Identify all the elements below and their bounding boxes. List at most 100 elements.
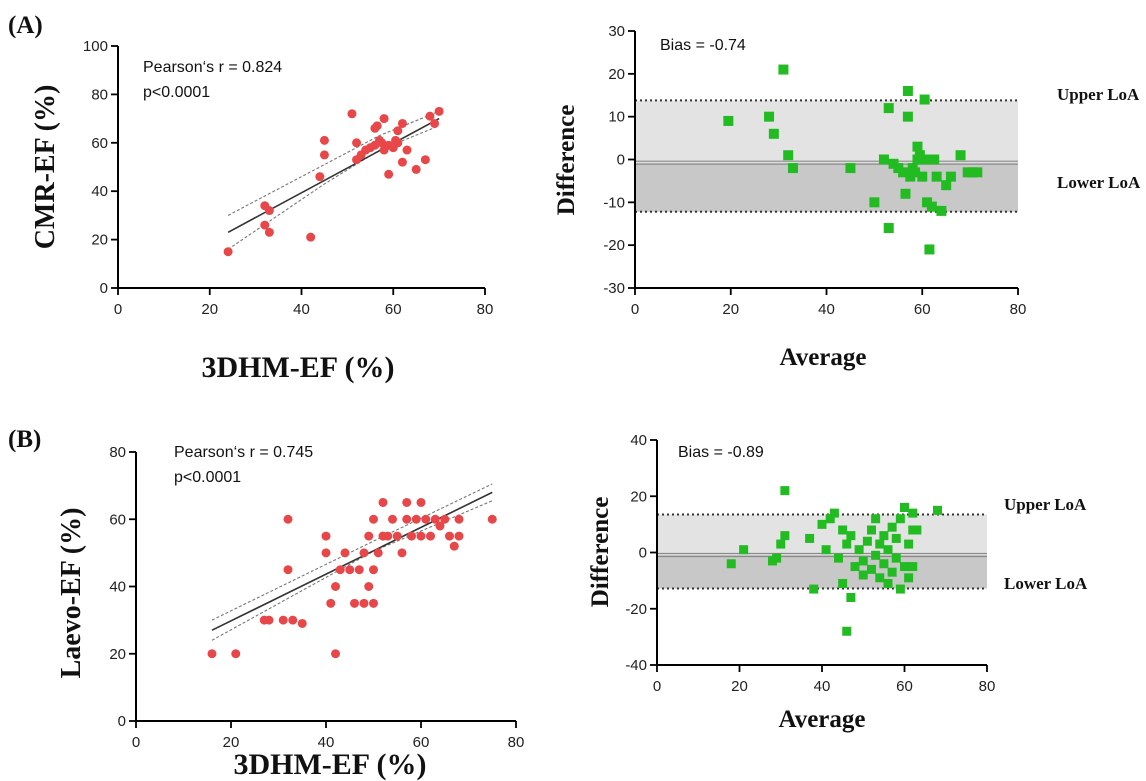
data-point	[319, 150, 329, 160]
data-point	[335, 565, 345, 575]
annotation: p<0.0001	[143, 84, 210, 101]
y-tick-label: 80	[109, 444, 126, 461]
x-tick-label: 40	[293, 301, 310, 318]
x-tick-label: 60	[914, 301, 931, 318]
x-axis-title: Average	[780, 344, 867, 371]
data-point	[378, 497, 388, 507]
y-tick-label: 40	[630, 432, 647, 449]
data-point	[283, 565, 293, 575]
annotation: Bias = -0.74	[660, 37, 746, 54]
data-point	[858, 556, 868, 566]
data-point	[430, 514, 440, 524]
data-point	[264, 227, 274, 237]
data-point	[883, 545, 893, 555]
data-point	[929, 154, 940, 165]
y-axis-title: CMR-EF (%)	[30, 85, 61, 250]
data-point	[726, 559, 736, 569]
data-point	[772, 553, 782, 563]
y-tick-label: -20	[603, 237, 625, 254]
x-tick-label: 0	[653, 678, 661, 695]
data-point	[350, 598, 359, 608]
data-point	[768, 128, 779, 139]
data-point	[306, 232, 316, 242]
data-point	[912, 525, 922, 535]
annotation: p<0.0001	[174, 469, 241, 486]
data-point	[435, 521, 445, 531]
data-point	[838, 525, 848, 535]
data-point	[875, 573, 885, 583]
data-point	[842, 626, 852, 636]
y-tick-label: 20	[91, 232, 108, 249]
data-point	[904, 539, 914, 549]
data-point	[397, 118, 407, 128]
data-point	[264, 206, 274, 216]
data-point	[420, 155, 430, 165]
data-point	[805, 533, 815, 543]
regression-line	[211, 491, 493, 631]
data-point	[278, 615, 288, 625]
data-point	[875, 539, 885, 549]
data-point	[384, 169, 394, 179]
data-point	[364, 531, 374, 541]
data-point	[817, 519, 827, 529]
data-point	[887, 567, 897, 577]
y-tick-label: -30	[603, 280, 625, 297]
lower-loa-label: Lower LoA	[1057, 173, 1141, 192]
data-point	[347, 109, 357, 119]
data-point	[780, 531, 790, 541]
data-point	[972, 167, 983, 178]
data-point	[908, 508, 918, 518]
x-tick-label: 0	[132, 734, 140, 751]
x-tick-label: 60	[413, 734, 430, 751]
data-point	[829, 508, 839, 518]
data-point	[867, 525, 876, 535]
y-tick-label: 20	[109, 646, 126, 663]
data-point	[912, 141, 923, 152]
data-point	[331, 582, 340, 591]
data-point	[440, 514, 450, 524]
ci-lower-line	[211, 500, 493, 641]
chart-B_bland_altman: Upper LoA Lower LoA -40 -20 0 20 40 0 20 40 60 80 Bi…	[587, 432, 1088, 733]
data-point	[854, 545, 864, 555]
x-tick-label: 60	[385, 301, 402, 318]
y-tick-label: 0	[617, 152, 625, 169]
data-point	[895, 514, 905, 524]
x-axis-title: Average	[779, 706, 866, 733]
data-point	[379, 114, 389, 124]
data-point	[834, 553, 843, 563]
x-tick-label: 20	[731, 678, 748, 695]
y-tick-label: -10	[603, 194, 625, 211]
x-tick-label: 40	[818, 301, 835, 318]
data-point	[416, 531, 426, 541]
lower-band	[657, 555, 987, 589]
data-point	[895, 584, 905, 594]
panel-label-a: (A)	[8, 12, 43, 39]
data-point	[297, 618, 307, 628]
data-point	[454, 514, 464, 524]
data-point	[879, 559, 889, 569]
data-point	[846, 531, 856, 541]
y-tick-label: 0	[118, 713, 126, 730]
data-point	[364, 582, 374, 591]
data-point	[919, 94, 930, 105]
data-point	[340, 548, 350, 558]
data-point	[878, 154, 889, 165]
data-point	[898, 167, 909, 178]
data-point	[321, 548, 331, 558]
data-point	[900, 562, 909, 572]
data-point	[869, 197, 880, 208]
x-tick-label: 80	[477, 301, 494, 318]
data-point	[871, 550, 881, 560]
data-point	[891, 533, 901, 543]
data-point	[787, 163, 798, 174]
data-point	[900, 188, 911, 199]
y-tick-label: 0	[100, 280, 108, 297]
data-point	[383, 531, 393, 541]
data-point	[941, 180, 952, 191]
y-axis-title: Difference	[553, 105, 580, 216]
data-point	[402, 497, 412, 507]
data-point	[434, 106, 444, 116]
panel-label-b: (B)	[8, 426, 41, 453]
data-point	[838, 578, 848, 588]
